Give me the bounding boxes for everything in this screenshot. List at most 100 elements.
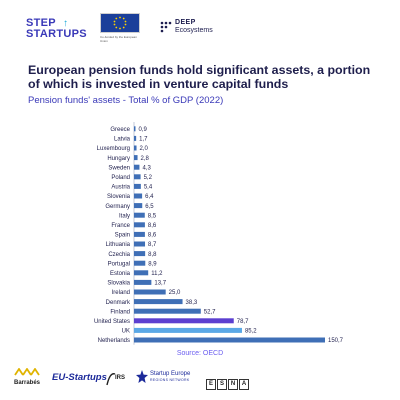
bar [134,299,183,305]
value-label: 8,8 [148,252,157,258]
category-label: Slovenia [107,194,131,200]
esna-letter: A [239,379,249,390]
value-label: 85,2 [245,329,257,335]
value-label: 4,3 [142,165,151,171]
value-label: 0,9 [139,127,148,133]
category-label: Germany [105,204,130,210]
value-label: 8,5 [148,213,157,219]
esna-letter: N [228,379,238,390]
category-label: Sweden [108,165,130,171]
startup-europe-logo: Startup Europe REGIONS NETWORK [136,370,206,388]
bar [134,270,149,276]
category-label: Slovakia [107,281,130,287]
step-startups-logo: STEP STARTUPS ↑ [26,17,87,40]
deep-line1: DEEP [175,19,196,26]
bar [134,327,242,333]
barrabes-logo: Barrabés [14,368,44,396]
bar [134,289,166,295]
deep-ecosystems-icon [160,21,172,33]
bar [134,193,143,199]
category-label: Estonia [110,271,131,277]
irs-logo: IRS [106,370,130,388]
value-label: 150,7 [328,338,344,344]
deep-ecosystems-text: DEEP Ecosystems [175,19,213,35]
startup-europe-text: Startup Europe [150,371,191,377]
value-label: 13,7 [154,281,166,287]
category-label: Finland [110,309,130,315]
eu-caption: Co-funded by the European Union [100,35,137,43]
eu-startups-logo: EU-Startups [52,372,107,383]
value-label: 8,7 [148,242,157,248]
category-label: UK [122,329,130,335]
bar [134,231,145,237]
irs-swoosh-icon [106,373,116,386]
bar [134,279,152,285]
bar-chart: Greece 0,9 Latvia 1,7 Luxembourg 2,0 Hungary 2,… [94,122,344,345]
step-logo-line2: STARTUPS [26,28,87,40]
deep-ecosystems-logo: DEEP Ecosystems [160,19,240,37]
startup-europe-sub: REGIONS NETWORK [150,378,190,382]
source-note: Source: OECD [176,350,224,357]
eu-flag-icon [100,13,140,33]
chart-subtitle: Pension funds' assets - Total % of GDP (… [28,95,224,106]
footer-logos: Barrabés EU-Startups IRS Startup Europe … [0,364,400,400]
value-label: 52,7 [204,309,216,315]
value-label: 25,0 [169,290,181,296]
category-label: Netherlands [98,338,130,344]
bar [134,241,146,247]
bar [134,174,141,180]
bar [134,203,143,209]
bar [134,135,137,141]
category-label: Hungary [107,156,130,162]
header: STEP STARTUPS ↑ Co-funded by the Europea… [0,0,400,52]
esna-letter: S [217,379,227,390]
bar [134,308,201,314]
category-label: France [111,223,130,229]
category-label: Portugal [108,261,130,267]
category-label: Luxembourg [97,146,130,152]
bar [134,318,234,324]
esna-letter: E [206,379,216,390]
bar [134,145,137,151]
eu-cofunded-logo: Co-funded by the European Union [100,13,140,43]
value-label: 5,4 [144,185,153,191]
category-label: Denmark [106,300,131,306]
value-label: 2,0 [140,146,149,152]
bar [134,155,138,161]
value-label: 5,2 [144,175,153,181]
category-label: Czechia [108,252,130,258]
irs-text: IRS [115,375,126,381]
bar [134,164,140,170]
category-label: Italy [119,213,130,219]
category-label: Lithuania [106,242,131,248]
category-label: Poland [111,175,130,181]
category-label: Greece [110,127,130,133]
value-label: 1,7 [139,137,148,143]
bar [134,337,325,343]
value-label: 2,8 [141,156,150,162]
step-logo-line1: STEP [26,17,56,29]
up-arrow-icon: ↑ [63,18,68,29]
value-label: 8,9 [148,261,157,267]
barrabes-text: Barrabés [14,380,41,386]
page-title: European pension funds hold significant … [28,63,371,91]
startup-europe-star-icon [136,370,148,383]
barrabes-mark-icon [14,368,40,376]
bar [134,183,141,189]
category-label: Latvia [114,137,131,143]
category-label: United States [94,319,130,325]
category-label: Austria [111,185,130,191]
value-label: 6,4 [145,194,154,200]
value-label: 8,6 [148,233,157,239]
bar [134,222,145,228]
bar [134,260,146,266]
value-label: 8,6 [148,223,157,229]
value-label: 11,2 [151,271,163,277]
value-label: 38,3 [186,300,198,306]
bar [134,126,136,132]
bar [134,251,146,257]
value-label: 78,7 [237,319,249,325]
category-label: Spain [115,233,130,239]
bar [134,212,145,218]
